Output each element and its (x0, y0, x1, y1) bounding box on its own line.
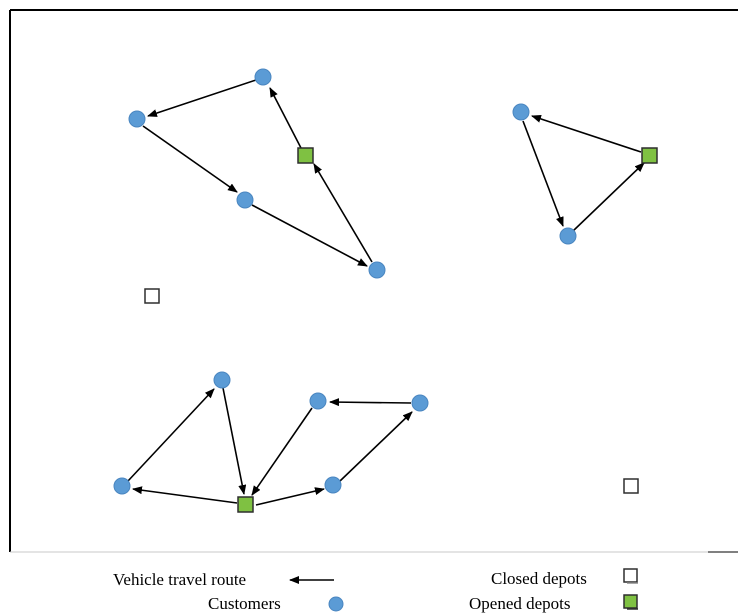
customer-node (113, 477, 131, 495)
customer-node (512, 103, 530, 121)
legend-customer-icon (328, 596, 344, 612)
route-arrow (132, 486, 238, 504)
legend-closed-label: Closed depots (491, 569, 587, 588)
route-arrow (147, 79, 257, 117)
opened-depot (641, 147, 658, 164)
customer-node (324, 476, 342, 494)
legend-opened-label: Opened depots (469, 594, 571, 613)
customer-node (411, 394, 429, 412)
legend-closed-depot-icon (623, 568, 638, 584)
route-cluster-top-left (142, 79, 373, 267)
route-arrow (222, 387, 247, 495)
customer-node (213, 371, 231, 389)
route-cluster-top-right (522, 115, 645, 232)
route-arrow (255, 487, 325, 506)
route-arrow (572, 162, 645, 232)
legend-opened-depot-icon (623, 594, 638, 610)
route-arrow (251, 407, 313, 496)
opened-depots (237, 147, 658, 513)
route-arrow (251, 204, 368, 267)
route-arrow (142, 125, 238, 193)
closed-depot (623, 478, 639, 494)
customer-node (309, 392, 327, 410)
customer-node (128, 110, 146, 128)
route-arrow (329, 398, 412, 407)
diagram-frame (9, 9, 738, 553)
closed-depots (144, 288, 639, 494)
opened-depot (237, 496, 254, 513)
customer-node (254, 68, 272, 86)
route-arrow (313, 163, 373, 263)
route-arrow (531, 115, 642, 153)
legend-route-label: Vehicle travel route (113, 570, 247, 589)
legend-customers-label: Customers (208, 594, 281, 613)
route-arrow (339, 411, 413, 482)
customer-node (559, 227, 577, 245)
customer-node (236, 191, 254, 209)
route-arrow (127, 388, 215, 482)
route-cluster-bottom (127, 387, 413, 506)
customer-nodes (113, 68, 577, 495)
route-arrow (522, 120, 564, 227)
route-arrow (269, 87, 302, 149)
customer-node (368, 261, 386, 279)
closed-depot (144, 288, 160, 304)
opened-depot (297, 147, 314, 164)
